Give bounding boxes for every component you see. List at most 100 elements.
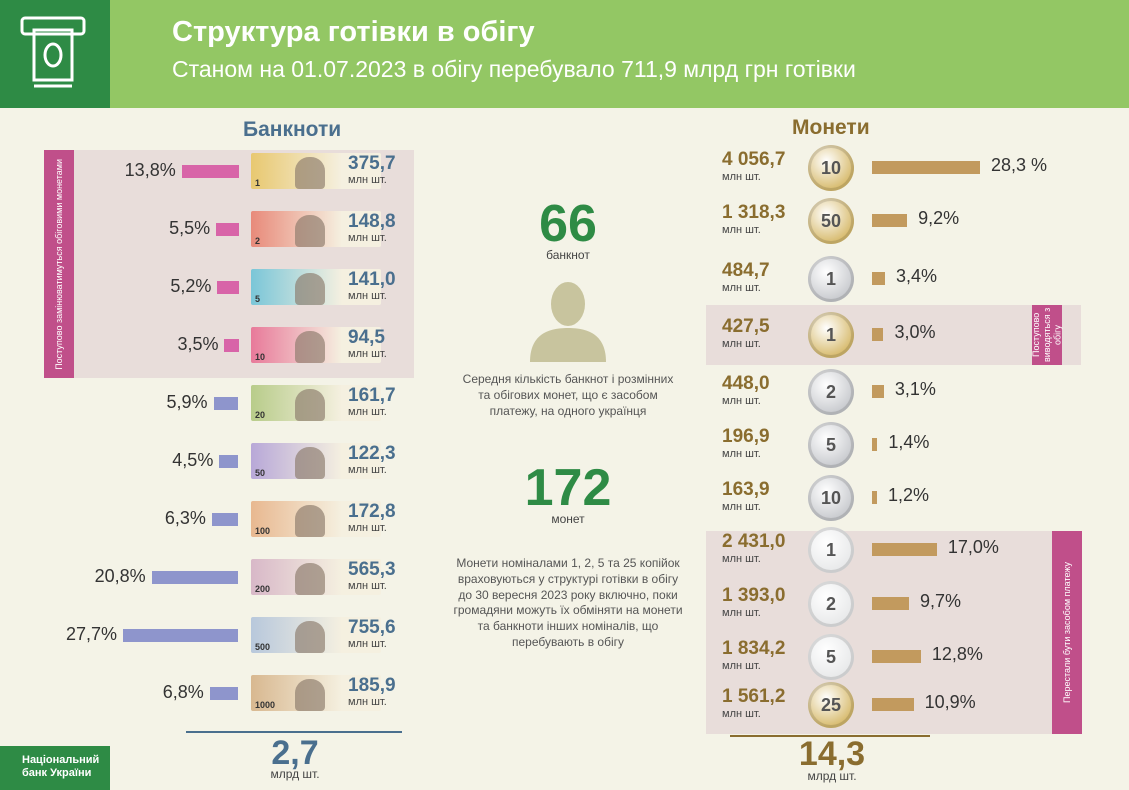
banknote-unit: млн шт.: [348, 638, 387, 650]
coins-per-person: 172: [524, 459, 612, 517]
banknotes-title: Банкноти: [243, 118, 342, 141]
coins-per-person-label: монет: [551, 512, 585, 526]
banknote-image: 200: [251, 559, 381, 595]
banknote-share-bar: [213, 397, 238, 410]
banknote-unit: млн шт.: [348, 232, 387, 244]
coin-share-bar: [872, 328, 884, 341]
coin-image: 5: [808, 634, 854, 680]
banknote-share-bar: [151, 571, 238, 584]
banknote-row: 13,8% 1 375,7 млн шт.: [0, 151, 420, 191]
banknotes-replacement-tag: Поступово замінюватимуться обіговими мон…: [44, 150, 74, 378]
coin-image: 2: [808, 581, 854, 627]
banknote-share-label: 5,2%: [170, 276, 212, 296]
banknote-share-bar: [217, 281, 239, 294]
banknote-denomination: 10: [255, 352, 266, 362]
banknote-row: 20,8% 200 565,3 млн шт.: [0, 557, 420, 597]
banknote-image: 10: [251, 327, 381, 363]
banknote-portrait: [295, 331, 325, 363]
coin-share-label: 3,4%: [895, 266, 937, 286]
banknote-row: 6,3% 100 172,8 млн шт.: [0, 499, 420, 539]
person-silhouette-icon: [530, 282, 606, 362]
banknote-share-label: 3,5%: [177, 334, 219, 354]
coins-total-rule: [730, 735, 930, 737]
banknote-denomination: 500: [255, 642, 271, 652]
coin-share-label: 28,3 %: [991, 155, 1048, 175]
coin-value: 1 834,2: [722, 638, 786, 659]
page-title: Структура готівки в обігу: [172, 16, 535, 48]
banknote-denomination: 5: [255, 294, 261, 304]
coins-title: Монети: [792, 116, 870, 139]
header-icon-panel: [0, 0, 110, 108]
banknote-value: 185,9: [348, 675, 396, 696]
coin-image: 10: [808, 475, 854, 521]
coin-unit: млн шт.: [722, 171, 761, 183]
banknote-share-bar: [224, 339, 239, 352]
banknote-value: 148,8: [348, 211, 396, 232]
logo-line-1: Національний: [22, 754, 100, 766]
coin-share-label: 9,2%: [918, 208, 960, 228]
banknote-unit: млн шт.: [348, 348, 387, 360]
banknote-denomination: 2: [255, 236, 261, 246]
coin-unit: млн шт.: [722, 448, 761, 460]
banknote-denomination: 1000: [255, 700, 276, 710]
coin-share-bar: [872, 214, 908, 227]
coin-image: 10: [808, 145, 854, 191]
banknote-unit: млн шт.: [348, 290, 387, 302]
banknote-image: 1000: [251, 675, 381, 711]
coin-share-label: 10,9%: [924, 692, 976, 712]
banknote-portrait: [295, 389, 325, 421]
banknote-value: 172,8: [348, 501, 396, 522]
middle-caption: Середня кількість банкнот і розмінних та…: [462, 372, 674, 418]
banknote-unit: млн шт.: [348, 696, 387, 708]
banknote-row: 5,9% 20 161,7 млн шт.: [0, 383, 420, 423]
banknote-image: 50: [251, 443, 381, 479]
banknote-row: 27,7% 500 755,6 млн шт.: [0, 615, 420, 655]
coin-value: 1 393,0: [722, 585, 786, 606]
coin-unit: млн шт.: [722, 660, 761, 672]
coin-row: 1 393,0 млн шт. 2 9,7%: [716, 577, 1116, 631]
banknote-image: 100: [251, 501, 381, 537]
banknote-image: 2: [251, 211, 381, 247]
coins-withdrawn-tag: Поступово виводяться з обігу: [1031, 305, 1062, 365]
coins-withdrawn-box: [706, 305, 1081, 365]
banknote-row: 5,5% 2 148,8 млн шт.: [0, 209, 420, 249]
banknote-share-label: 5,9%: [166, 392, 208, 412]
banknote-share-bar: [219, 455, 238, 468]
header-banner: Структура готівки в обігу Станом на 01.0…: [110, 0, 1129, 108]
banknote-denomination: 50: [255, 468, 266, 478]
banknote-share-label: 4,5%: [172, 450, 214, 470]
coin-share-label: 3,1%: [894, 379, 936, 399]
coin-row: 1 561,2 млн шт. 25 10,9%: [716, 678, 1116, 732]
banknote-image: 5: [251, 269, 381, 305]
banknote-portrait: [295, 215, 325, 247]
banknotes-total: 2,7: [271, 734, 319, 772]
banknote-image: 20: [251, 385, 381, 421]
banknote-portrait: [295, 563, 325, 595]
coin-share-bar: [872, 385, 884, 398]
banknote-denomination: 200: [255, 584, 271, 594]
banknote-value: 141,0: [348, 269, 396, 290]
banknote-share-bar: [209, 687, 238, 700]
banknote-portrait: [295, 679, 325, 711]
coin-share-bar: [872, 698, 914, 711]
coin-share-label: 1,4%: [888, 432, 930, 452]
coin-value: 427,5: [722, 316, 770, 337]
coin-value: 448,0: [722, 373, 770, 394]
banknote-share-bar: [216, 223, 239, 236]
banknotes-total-rule: [186, 731, 402, 733]
banknote-unit: млн шт.: [348, 406, 387, 418]
coins-stopped-tag: Перестали бути засобом платежу: [1052, 531, 1082, 734]
coin-share-label: 17,0%: [947, 537, 999, 557]
coin-unit: млн шт.: [722, 338, 761, 350]
banknote-denomination: 20: [255, 410, 266, 420]
coin-row: 448,0 млн шт. 2 3,1%: [716, 365, 1116, 419]
banknote-value: 161,7: [348, 385, 396, 406]
banknote-value: 565,3: [348, 559, 396, 580]
banknote-value: 122,3: [348, 443, 396, 464]
banknote-value: 755,6: [348, 617, 396, 638]
coin-share-bar: [872, 650, 921, 663]
banknotes-per-person: 66: [539, 195, 597, 253]
banknote-portrait: [295, 621, 325, 653]
coin-value: 196,9: [722, 426, 770, 447]
coin-value: 2 431,0: [722, 531, 786, 552]
